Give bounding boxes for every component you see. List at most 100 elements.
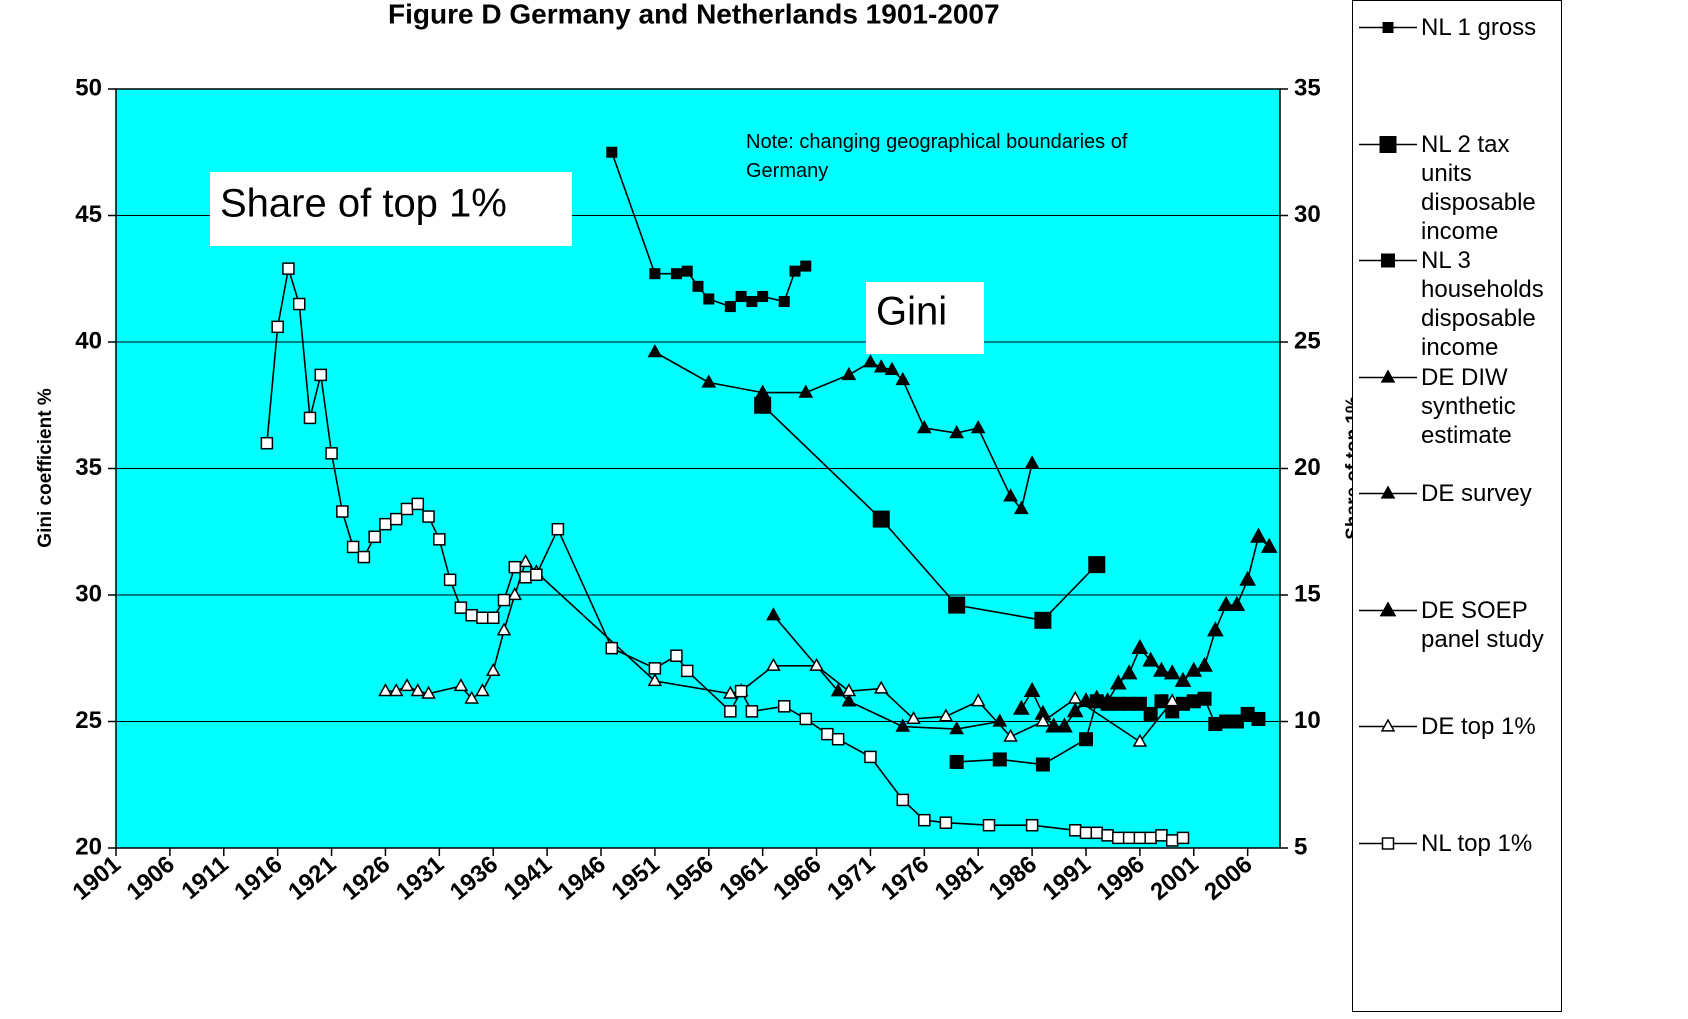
data-point bbox=[766, 607, 781, 621]
x-tick-label: 1986 bbox=[984, 851, 1042, 906]
annotation: Share of top 1% bbox=[220, 182, 507, 226]
x-tick-label: 1951 bbox=[607, 851, 665, 906]
legend-marker bbox=[1379, 135, 1397, 153]
legend-item: DE survey bbox=[1353, 479, 1561, 508]
data-point bbox=[918, 813, 931, 827]
legend-label: DE survey bbox=[1421, 480, 1532, 507]
data-point bbox=[476, 611, 489, 625]
data-point bbox=[1196, 656, 1213, 672]
data-point bbox=[680, 664, 694, 678]
data-point bbox=[1109, 674, 1127, 690]
legend-label: DE DIW synthetic estimate bbox=[1421, 363, 1516, 449]
data-point bbox=[1079, 732, 1093, 747]
plot-border bbox=[115, 88, 1281, 849]
data-point bbox=[1025, 818, 1039, 832]
data-point bbox=[1250, 527, 1267, 543]
data-point bbox=[475, 683, 490, 697]
legend-swatch bbox=[1359, 836, 1417, 850]
legend-item: DE top 1% bbox=[1353, 712, 1561, 741]
series-line bbox=[772, 614, 1000, 730]
data-point bbox=[864, 750, 877, 764]
legend-marker bbox=[1382, 22, 1394, 33]
data-point bbox=[648, 662, 662, 675]
legend-label: NL 2 tax units disposable income bbox=[1421, 130, 1536, 245]
data-point bbox=[388, 683, 404, 697]
data-point bbox=[1101, 829, 1114, 842]
data-point bbox=[1067, 690, 1083, 704]
data-point bbox=[1045, 717, 1063, 733]
data-point bbox=[798, 384, 814, 398]
annotation: Gini bbox=[876, 290, 947, 334]
x-tick-label: 1906 bbox=[122, 851, 180, 906]
data-point bbox=[841, 683, 857, 697]
data-point bbox=[519, 571, 532, 584]
data-point bbox=[400, 502, 414, 516]
legend-item: NL 2 tax units disposable income bbox=[1353, 130, 1561, 246]
legend-label: DE SOEP panel study bbox=[1421, 596, 1544, 653]
data-point bbox=[421, 685, 436, 699]
data-point bbox=[1260, 537, 1278, 553]
legend-marker bbox=[1380, 485, 1396, 499]
legend: NL 1 gross NL 2 tax units disposable inco… bbox=[1352, 0, 1562, 1012]
data-point bbox=[260, 436, 274, 450]
legend-marker bbox=[1379, 600, 1397, 616]
data-point bbox=[754, 396, 772, 414]
data-point bbox=[755, 384, 771, 398]
y2-tick-label: 20 bbox=[1294, 454, 1321, 481]
data-point bbox=[1251, 711, 1266, 726]
data-point bbox=[389, 512, 403, 526]
x-tick-label: 1956 bbox=[660, 851, 718, 906]
data-point bbox=[1012, 699, 1030, 715]
x-tick-label: 1946 bbox=[553, 851, 611, 906]
x-tick-label: 1916 bbox=[229, 851, 287, 906]
data-point bbox=[1132, 696, 1147, 711]
data-point bbox=[336, 505, 349, 518]
data-point bbox=[1142, 651, 1160, 667]
data-point bbox=[949, 425, 965, 439]
data-point bbox=[411, 497, 425, 511]
data-point bbox=[1112, 831, 1125, 845]
legend-label: NL 1 gross bbox=[1421, 14, 1537, 41]
data-point bbox=[906, 710, 921, 725]
x-tick-label: 1911 bbox=[176, 851, 233, 905]
data-point bbox=[325, 447, 338, 460]
legend-item: NL top 1% bbox=[1353, 829, 1561, 858]
y2-tick-label: 35 bbox=[1294, 74, 1321, 101]
data-point bbox=[1066, 702, 1084, 718]
data-point bbox=[884, 361, 900, 376]
data-point bbox=[873, 680, 889, 694]
data-point bbox=[378, 683, 393, 697]
data-point bbox=[1153, 661, 1170, 677]
data-point bbox=[1003, 728, 1018, 742]
data-point bbox=[723, 685, 738, 699]
data-point bbox=[831, 732, 845, 746]
data-point bbox=[724, 705, 737, 718]
data-point bbox=[873, 359, 889, 373]
legend-marker bbox=[1380, 368, 1396, 383]
data-point bbox=[1133, 831, 1147, 845]
chart-title: Figure D Germany and Netherlands 1901-20… bbox=[388, 0, 1000, 29]
data-point bbox=[1088, 689, 1106, 705]
data-point bbox=[1176, 831, 1190, 845]
data-point bbox=[789, 265, 801, 277]
data-point bbox=[1164, 693, 1180, 707]
data-point bbox=[399, 678, 415, 692]
data-point bbox=[872, 510, 890, 528]
y-tick-label: 25 bbox=[75, 707, 102, 734]
x-tick-label: 1966 bbox=[768, 851, 826, 906]
data-point bbox=[1163, 664, 1181, 680]
data-point bbox=[896, 793, 910, 807]
legend-swatch bbox=[1359, 368, 1417, 383]
data-point bbox=[982, 818, 996, 832]
data-point bbox=[992, 752, 1007, 767]
y2-tick-label: 30 bbox=[1294, 201, 1321, 228]
data-point bbox=[681, 265, 693, 277]
data-point bbox=[346, 540, 360, 554]
x-tick-label: 1941 bbox=[499, 851, 557, 906]
data-point bbox=[1206, 621, 1224, 637]
data-point bbox=[303, 411, 317, 425]
data-point bbox=[1132, 733, 1148, 747]
legend-swatch bbox=[1359, 718, 1417, 732]
